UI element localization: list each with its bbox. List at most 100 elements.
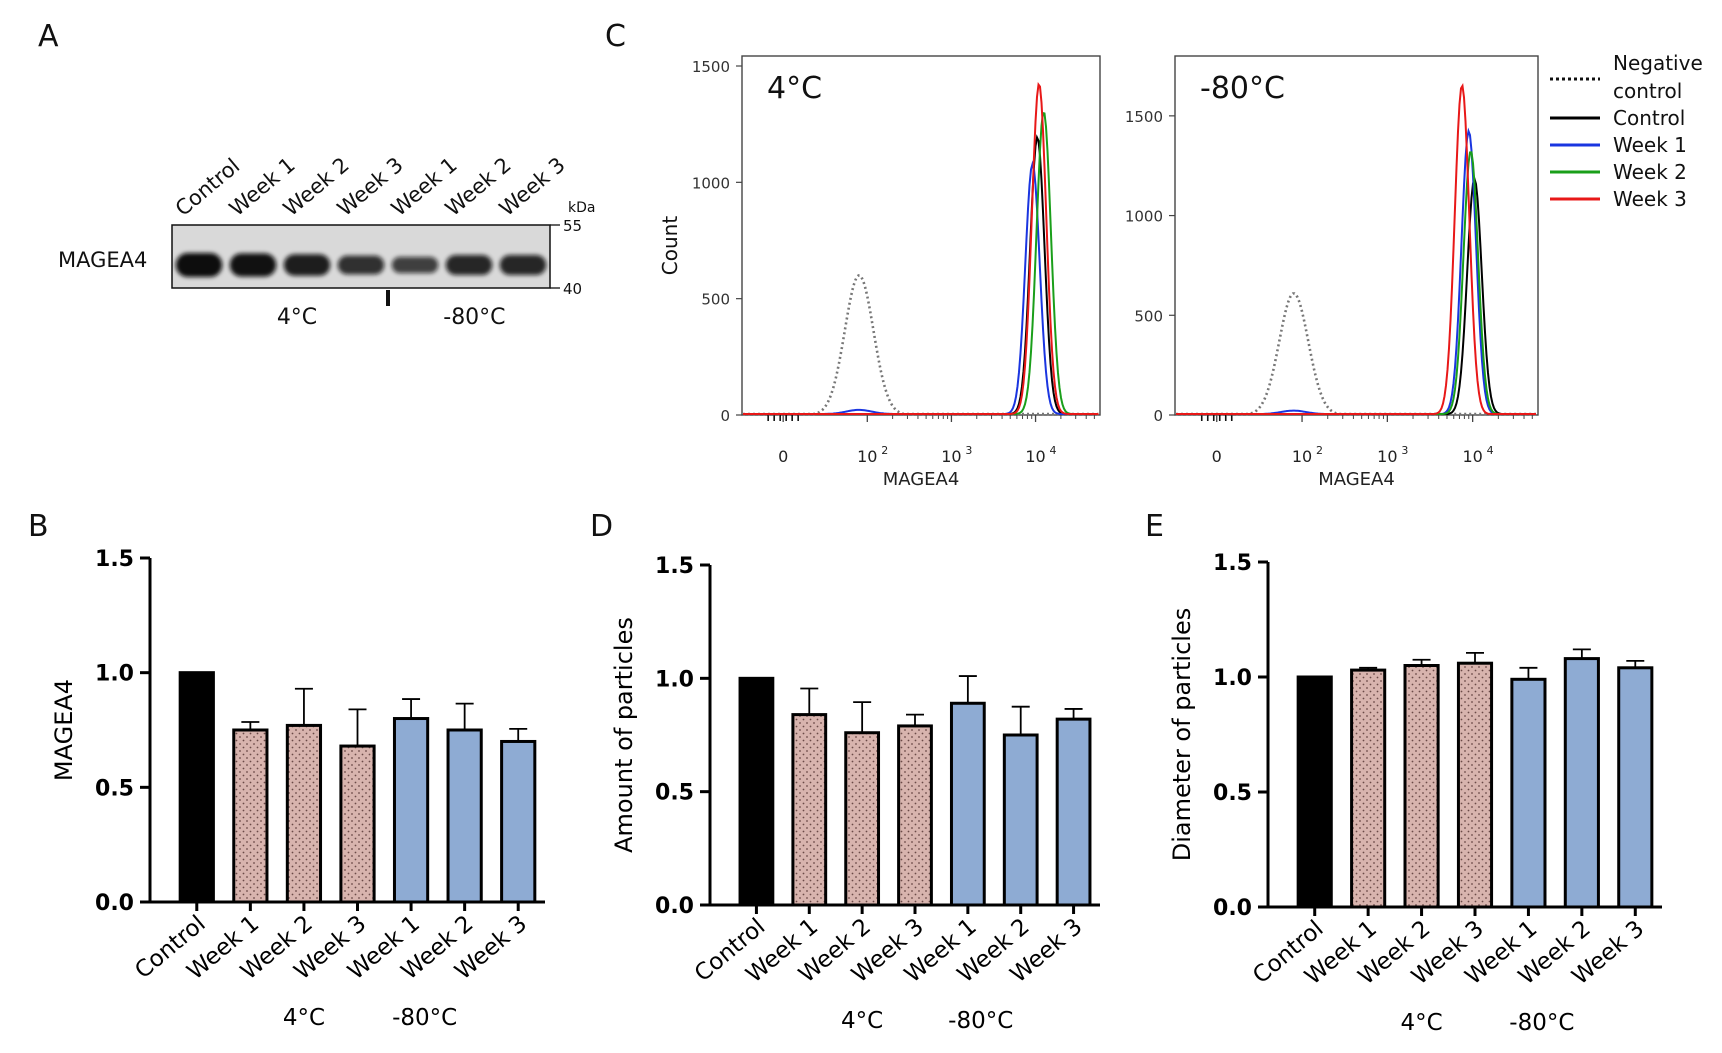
x-tick-label: 10 [1377,447,1397,466]
y-tick-label: 1000 [692,174,730,192]
legend-label: Week 3 [1613,187,1687,211]
blot-band [229,253,277,277]
blot-kda-label: kDa [568,200,595,216]
panel-letter-d: D [590,509,613,544]
group-label: 4°C [283,1005,325,1031]
bar [1510,677,1547,909]
y-tick-label: 0.5 [655,781,694,806]
legend-label: Week 2 [1613,160,1687,184]
bar [1563,657,1600,909]
x-tick-label: 10 [941,447,961,466]
panel-letter-b: B [28,509,49,544]
bar [897,724,933,907]
x-tick-exponent: 4 [1487,444,1494,457]
bar [178,671,215,904]
group-label: -80°C [1509,1010,1574,1036]
y-tick-label: 500 [1134,307,1163,325]
group-label: 4°C [841,1008,883,1034]
histogram-curve [1176,83,1536,415]
bar [844,731,881,907]
bar [1055,717,1092,907]
y-axis-label: Count [658,216,682,276]
legend-label: Negative [1613,51,1703,75]
bar [1296,675,1333,909]
x-tick-exponent: 3 [965,444,972,457]
blot-band [445,254,493,276]
bar [339,744,376,904]
blot-protein-label: MAGEA4 [58,248,147,272]
bar [232,728,269,904]
group-label: -80°C [948,1008,1013,1034]
panel-letter-e: E [1145,509,1164,544]
bar [1456,661,1494,909]
histogram-title: 4°C [767,71,822,106]
y-tick-label: 1.0 [95,662,134,687]
blot-group-divider [386,290,390,306]
histogram-title: -80°C [1200,71,1285,106]
bar [1350,668,1387,909]
bar [1002,733,1039,907]
y-tick-label: 0.5 [1213,781,1252,806]
bar [949,701,986,907]
x-tick-exponent: 2 [1316,444,1323,457]
x-axis-label: MAGEA4 [1318,469,1395,490]
histogram-curve [743,82,1099,415]
x-tick-label: 10 [1025,447,1045,466]
y-tick-label: 0.0 [655,894,694,919]
legend-label: control [1613,79,1682,103]
y-tick-label: 1.0 [655,667,694,692]
y-tick-label: 0 [720,407,730,425]
blot-band [391,256,439,274]
group-label: 4°C [1400,1010,1442,1036]
flow-histogram-panel: 0 500 1000 1500 Count 0 10 2 10 3 10 4 MAGEA4 4°C 0 500… [658,51,1703,490]
y-axis-label: MAGEA4 [50,679,78,781]
legend-label: Control [1613,106,1685,130]
y-tick-label: 0.5 [95,776,134,801]
x-tick-exponent: 2 [881,444,888,457]
histogram-frame [741,55,1101,416]
bar [392,717,430,904]
y-tick-label: 500 [701,291,730,309]
x-tick-label: 0 [778,447,788,466]
bar [500,739,537,904]
bar [738,676,775,907]
group-label: -80°C [392,1005,457,1031]
y-tick-label: 1.5 [655,554,694,579]
blot-group-label: 4°C [277,305,317,330]
y-tick-label: 1.5 [95,547,134,572]
bar [1617,666,1654,909]
bar [285,723,323,904]
y-tick-label: 0.0 [1213,896,1252,921]
y-tick-label: 1000 [1125,208,1163,226]
x-tick-exponent: 3 [1401,444,1408,457]
panel-letter-a: A [38,19,59,54]
y-tick-label: 0.0 [95,891,134,916]
blot-band [337,255,385,275]
y-tick-label: 1500 [1125,108,1163,126]
x-tick-label: 10 [857,447,877,466]
blot-marker-40: 40 [563,280,582,298]
y-axis-label: Diameter of particles [1168,608,1196,861]
x-tick-label: 10 [1462,447,1482,466]
blot-group-label: -80°C [443,305,505,330]
x-tick-exponent: 4 [1050,444,1057,457]
blot-marker-55: 55 [563,217,582,235]
y-tick-label: 1.5 [1213,551,1252,576]
blot-band [283,254,331,276]
y-tick-label: 1.0 [1213,666,1252,691]
x-tick-label: 10 [1292,447,1312,466]
x-tick-label: 0 [1212,447,1222,466]
y-axis-label: Amount of particles [610,617,638,853]
panel-letter-c: C [605,19,626,54]
bar [446,728,483,904]
bar [791,713,828,907]
x-axis-label: MAGEA4 [883,469,960,490]
bar [1403,664,1440,909]
y-tick-label: 0 [1153,407,1163,425]
legend-label: Week 1 [1613,133,1687,157]
